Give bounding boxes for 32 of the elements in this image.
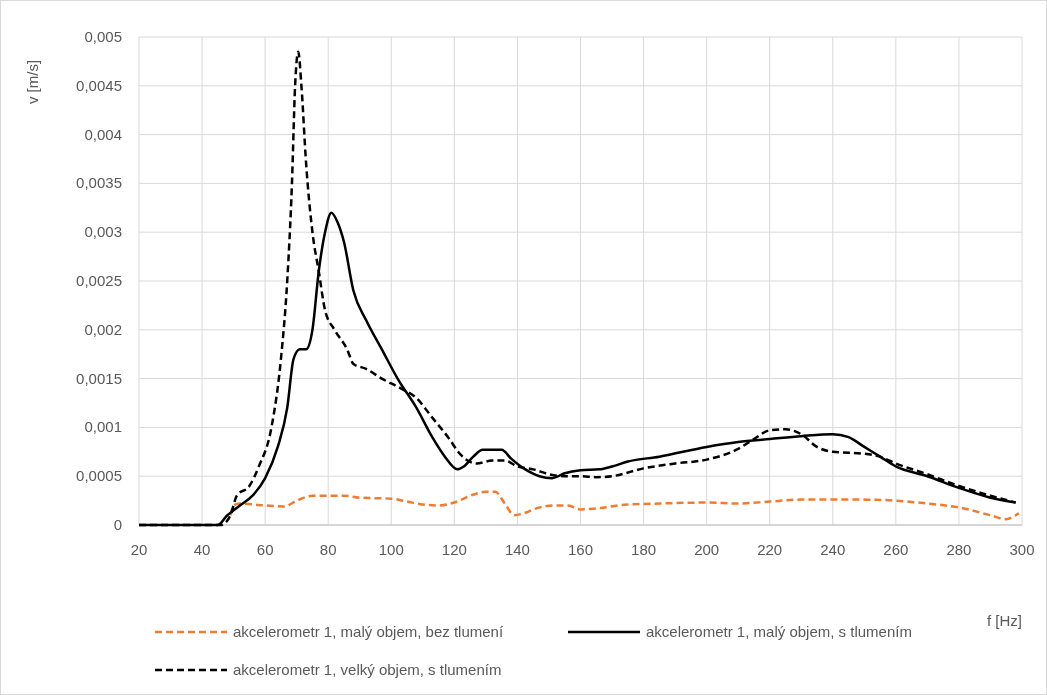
x-tick-label: 20: [130, 541, 148, 558]
x-tick-label: 60: [256, 541, 274, 558]
y-tick-label: 0,0035: [76, 174, 122, 192]
x-tick-label: 300: [1009, 541, 1035, 558]
y-tick-label: 0,001: [84, 418, 122, 436]
legend-label: akcelerometr 1, velký objem, s tlumením: [233, 661, 502, 678]
legend-label: akcelerometr 1, malý objem, s tlumením: [646, 623, 912, 640]
line-series: [229, 490, 1021, 521]
legend-label: akcelerometr 1, malý objem, bez tlumení: [233, 623, 504, 640]
y-tick-label: 0,0015: [76, 369, 122, 387]
x-tick-label: 140: [504, 541, 530, 558]
x-tick-label: 40: [193, 541, 211, 558]
y-tick-label: 0,002: [84, 320, 122, 338]
y-tick-label: 0,003: [84, 223, 122, 241]
x-tick-label: 160: [567, 541, 594, 558]
x-tick-label: 120: [441, 541, 467, 558]
x-axis-title: f [Hz]: [986, 612, 1022, 629]
x-tick-label: 80: [319, 541, 337, 558]
y-tick-label: 0,004: [84, 125, 122, 143]
y-tick-label: 0,005: [84, 28, 122, 45]
y-tick-label: 0,0025: [76, 272, 122, 289]
x-tick-label: 240: [820, 541, 846, 558]
x-tick-label: 280: [946, 541, 972, 558]
x-tick-label: 220: [757, 541, 783, 558]
y-tick-label: 0,0005: [76, 467, 122, 485]
x-tick-label: 100: [378, 541, 404, 558]
y-axis-title: v [m/s]: [24, 59, 41, 105]
x-tick-label: 260: [883, 541, 909, 558]
x-tick-label: 200: [694, 541, 720, 558]
y-tick-label: 0: [113, 516, 122, 533]
x-tick-label: 180: [631, 541, 657, 558]
y-tick-label: 0,0045: [76, 76, 122, 94]
